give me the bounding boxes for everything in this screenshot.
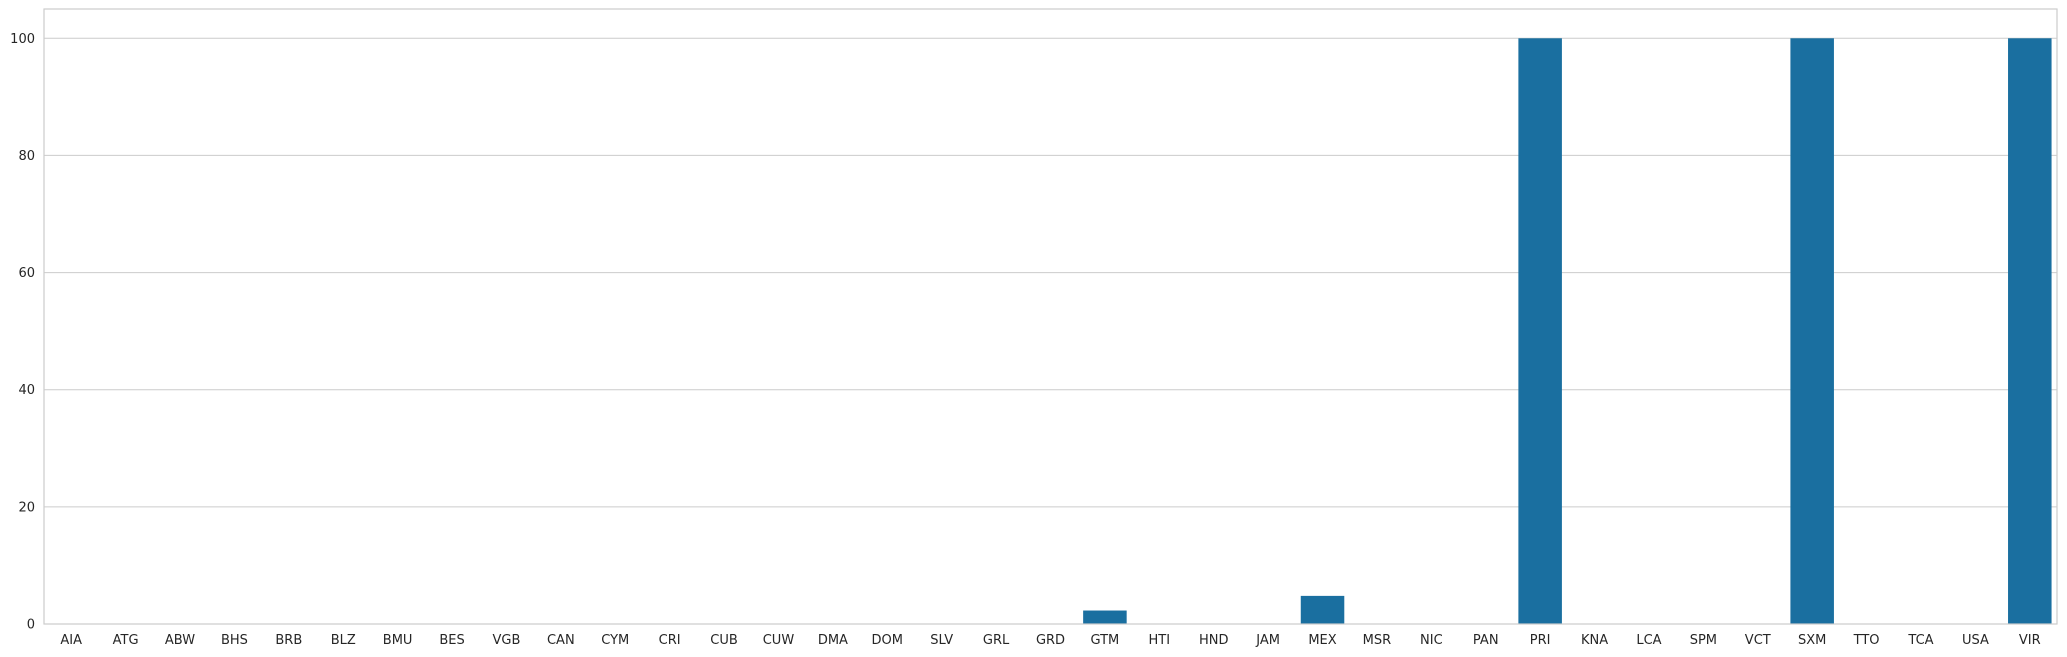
x-tick-label-pri: PRI [1530, 633, 1551, 648]
x-tick-label-grd: GRD [1036, 633, 1065, 648]
y-tick-label: 80 [18, 149, 35, 164]
x-tick-label-kna: KNA [1581, 633, 1608, 648]
x-tick-label-dma: DMA [818, 633, 848, 648]
y-tick-label: 20 [18, 500, 35, 515]
y-tick-label: 60 [18, 266, 35, 281]
x-tick-label-hnd: HND [1199, 633, 1229, 648]
bar-pri [1518, 38, 1562, 625]
gridlines [44, 37, 2057, 625]
x-tick-label-grl: GRL [983, 633, 1010, 648]
x-tick-label-hti: HTI [1149, 633, 1171, 648]
x-tick-label-mex: MEX [1308, 633, 1336, 648]
x-tick-label-lca: LCA [1636, 633, 1661, 648]
x-tick-label-atg: ATG [113, 633, 139, 648]
x-axis-tick-labels: AIA ATG ABW BHS BRB BLZ BMU BES VGB CAN CYM CRI CUB C… [60, 633, 2040, 648]
x-tick-label-dom: DOM [872, 633, 903, 648]
x-tick-label-bes: BES [439, 633, 464, 648]
x-tick-label-vir: VIR [2019, 633, 2041, 648]
x-tick-label-pan: PAN [1473, 633, 1499, 648]
x-tick-label-nic: NIC [1420, 633, 1443, 648]
x-tick-label-jam: JAM [1255, 633, 1280, 648]
x-tick-label-tto: TTO [1853, 633, 1880, 648]
y-tick-label: 100 [10, 32, 35, 47]
bar-sxm [1790, 38, 1834, 625]
x-tick-label-cym: CYM [601, 633, 629, 648]
x-tick-label-usa: USA [1962, 633, 1989, 648]
y-tick-label: 40 [18, 383, 35, 398]
plot-frame [43, 8, 2058, 625]
x-tick-label-bhs: BHS [221, 633, 248, 648]
x-tick-label-cri: CRI [659, 633, 681, 648]
x-tick-label-tca: TCA [1907, 633, 1933, 648]
x-tick-label-gtm: GTM [1091, 633, 1120, 648]
x-tick-label-aia: AIA [60, 633, 82, 648]
y-axis-tick-labels: 0 20 40 60 80 100 [10, 32, 35, 633]
y-tick-label: 0 [27, 618, 35, 633]
x-tick-label-vgb: VGB [493, 633, 521, 648]
bar-gtm [1083, 610, 1127, 624]
x-tick-label-msr: MSR [1363, 633, 1392, 648]
x-tick-label-can: CAN [547, 633, 575, 648]
x-tick-label-brb: BRB [275, 633, 302, 648]
x-tick-label-blz: BLZ [331, 633, 356, 648]
x-tick-label-slv: SLV [930, 633, 953, 648]
x-tick-label-vct: VCT [1745, 633, 1771, 648]
x-tick-label-spm: SPM [1690, 633, 1717, 648]
x-tick-label-cub: CUB [710, 633, 738, 648]
x-tick-label-bmu: BMU [383, 633, 413, 648]
x-tick-label-sxm: SXM [1798, 633, 1826, 648]
bars [1083, 38, 2052, 625]
x-tick-label-abw: ABW [165, 633, 195, 648]
bar-vir [2008, 38, 2052, 625]
bar-mex [1300, 595, 1345, 624]
x-tick-label-cuw: CUW [763, 633, 795, 648]
